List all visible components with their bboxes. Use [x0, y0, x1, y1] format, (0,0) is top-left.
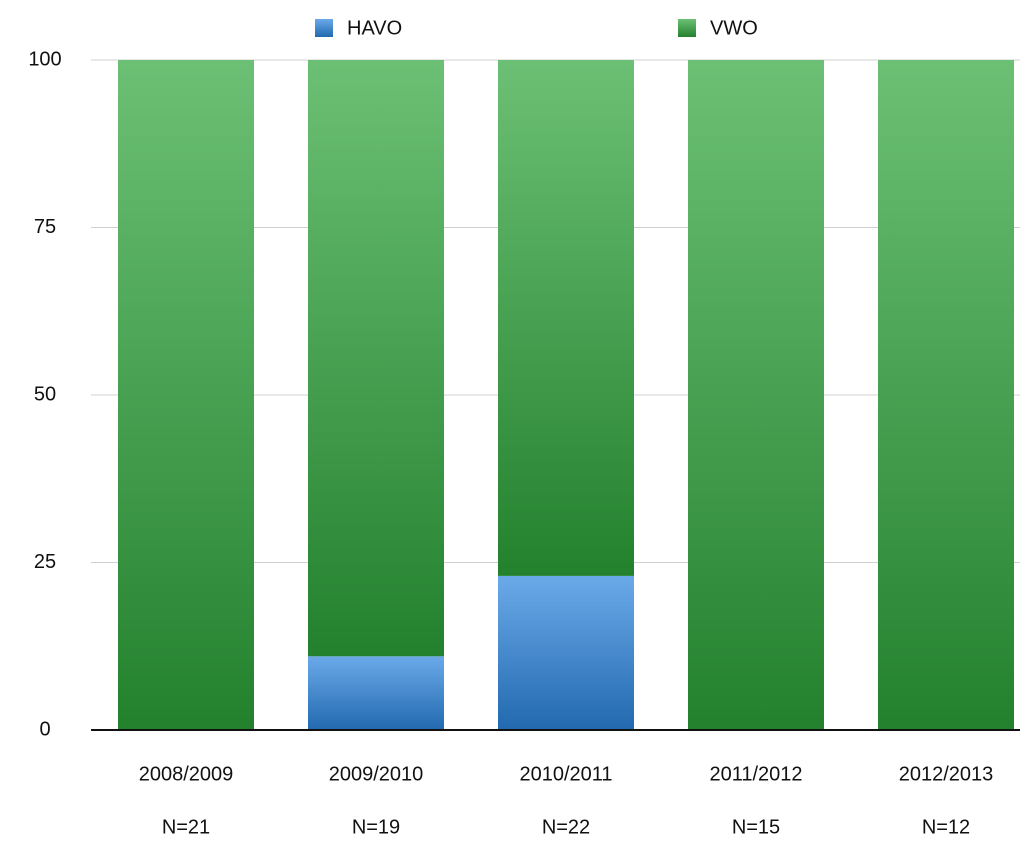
legend-label: VWO: [710, 17, 758, 39]
y-tick-label: 0: [39, 718, 50, 740]
sample-size-label: N=15: [732, 816, 780, 838]
bar-segment: [688, 60, 824, 730]
bar-segment: [498, 575, 634, 730]
legend-label: HAVO: [347, 17, 402, 39]
legend-swatch: [678, 19, 696, 37]
x-tick-label: 2012/2013: [899, 763, 994, 785]
x-tick-label: 2008/2009: [139, 763, 234, 785]
x-tick-label: 2011/2012: [709, 763, 802, 785]
sample-size-label: N=22: [542, 816, 590, 838]
legend-swatch: [315, 19, 333, 37]
bar-segment: [878, 60, 1014, 730]
y-tick-label: 75: [34, 216, 56, 238]
x-tick-label: 2010/2011: [519, 763, 612, 785]
bar-segment: [308, 656, 444, 730]
y-tick-label: 50: [34, 383, 56, 405]
bar-segment: [308, 60, 444, 657]
sample-size-label: N=19: [352, 816, 400, 838]
x-tick-label: 2009/2010: [329, 763, 424, 785]
y-tick-label: 25: [34, 551, 56, 573]
bar-segment: [498, 60, 634, 576]
bar-segment: [118, 60, 254, 730]
sample-size-label: N=12: [922, 816, 970, 838]
y-tick-label: 100: [28, 48, 61, 70]
sample-size-label: N=21: [162, 816, 210, 838]
